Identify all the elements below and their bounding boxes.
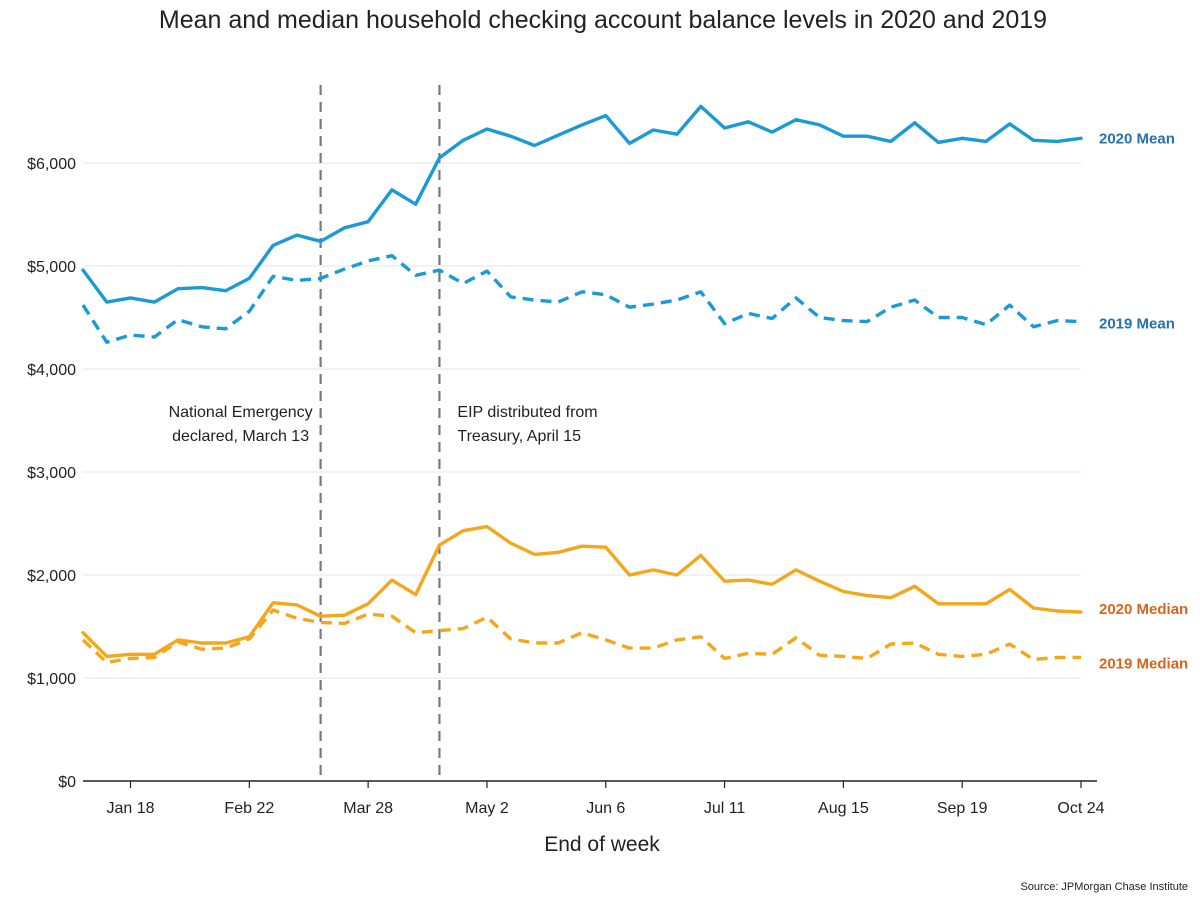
y-tick-label: $0 — [58, 774, 76, 791]
y-tick-label: $3,000 — [27, 465, 76, 482]
chart-title: Mean and median household checking accou… — [159, 6, 1047, 34]
y-tick-label: $1,000 — [27, 671, 76, 688]
x-tick-label: Mar 28 — [343, 800, 393, 817]
series-lines — [81, 104, 1083, 665]
x-tick-label: Feb 22 — [224, 800, 274, 817]
series-labels: 2020 Mean 2019 Mean 2020 Median 2019 Median — [1099, 130, 1188, 672]
y-tick-label: $2,000 — [27, 568, 76, 585]
y-tick-label: $4,000 — [27, 362, 76, 379]
gridlines — [83, 162, 1081, 679]
source-note: Source: JPMorgan Chase Institute — [1020, 881, 1188, 893]
series-label-2020-median: 2020 Median — [1099, 601, 1188, 618]
x-tick-label: May 2 — [465, 800, 509, 817]
y-tick-label: $5,000 — [27, 259, 76, 276]
series-line-2019-mean — [81, 253, 1082, 344]
x-tick-label: Oct 24 — [1057, 800, 1104, 817]
event-lines — [319, 85, 441, 781]
annotation-text: EIP distributed from — [457, 404, 597, 421]
x-axis-title: End of week — [544, 833, 660, 856]
series-line-2019-median — [81, 608, 1081, 665]
annotation-text: declared, March 13 — [172, 428, 309, 445]
series-label-2019-median: 2019 Median — [1099, 655, 1188, 672]
annotation-text: National Emergency — [169, 404, 313, 421]
y-tick-label: $6,000 — [27, 156, 76, 173]
x-tick-label: Aug 15 — [818, 800, 869, 817]
annotation-text: Treasury, April 15 — [457, 428, 581, 445]
x-tick-label: Jul 11 — [704, 800, 746, 817]
series-line-2020-median — [81, 524, 1083, 659]
series-label-2020-mean: 2020 Mean — [1099, 130, 1175, 147]
x-tick-label: Sep 19 — [937, 800, 988, 817]
axes: $0 $1,000 $2,000 $3,000 $4,000 $5,000 $6,000 Ja… — [27, 156, 1105, 817]
x-tick-label: Jun 6 — [586, 800, 625, 817]
x-tick-label: Jan 18 — [107, 800, 155, 817]
annotations: National Emergency declared, March 13 EIP … — [169, 404, 598, 445]
series-line-2020-mean — [81, 104, 1083, 304]
series-label-2019-mean: 2019 Mean — [1099, 316, 1175, 333]
